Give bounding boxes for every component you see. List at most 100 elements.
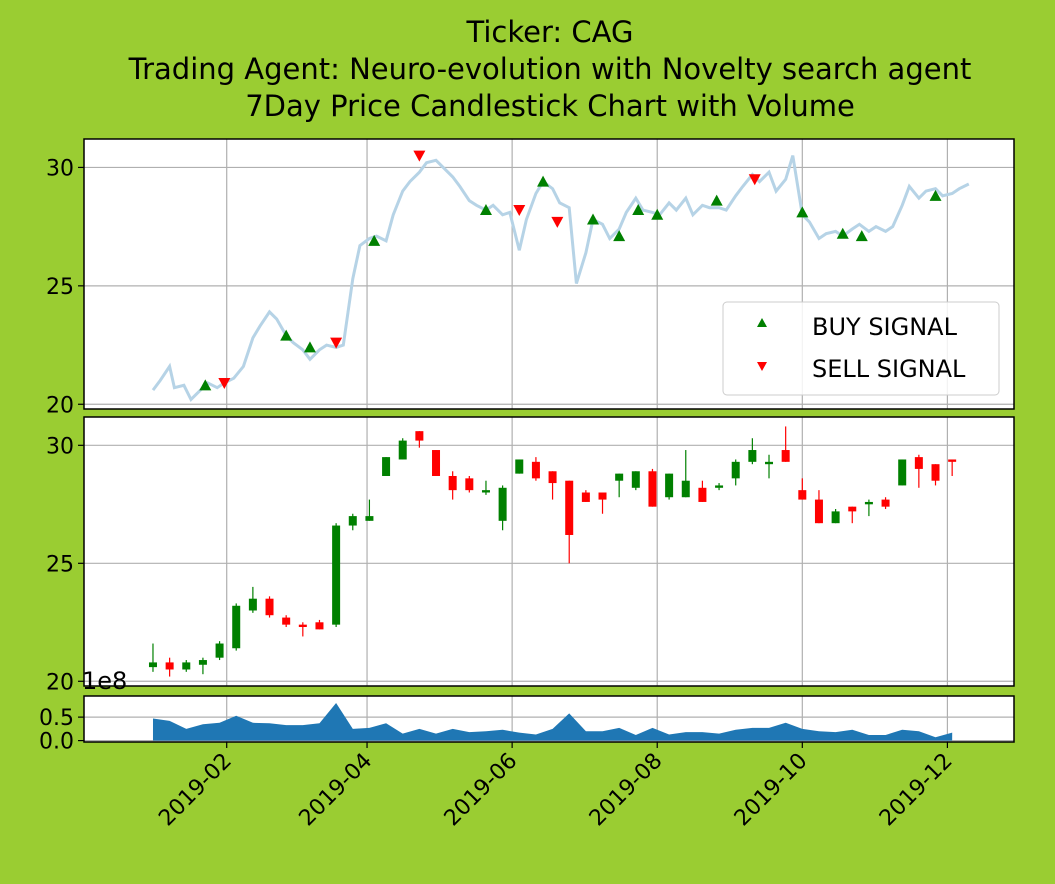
candle-body xyxy=(631,471,640,488)
candle-body xyxy=(831,511,840,524)
candle-body xyxy=(498,487,507,521)
x-tick-label: 2019-10 xyxy=(730,749,813,832)
buy-signal-marker xyxy=(651,208,664,220)
y-tick-label: 0.0 xyxy=(39,730,74,755)
buy-signal-marker xyxy=(479,204,492,216)
candle-body xyxy=(765,461,774,465)
legend-sell-marker xyxy=(757,362,767,371)
chart-title: Ticker: CAG Trading Agent: Neuro-evoluti… xyxy=(0,14,1055,125)
volume-scale-label: 1e8 xyxy=(82,667,127,695)
buy-signal-marker xyxy=(855,230,868,242)
candle-body xyxy=(398,440,407,460)
candle-body xyxy=(598,492,607,500)
candle-body xyxy=(698,487,707,502)
candle-body xyxy=(315,622,324,630)
title-line-ticker: Ticker: CAG xyxy=(466,15,634,49)
y-tick-label: 30 xyxy=(46,156,74,181)
sell-signal-marker xyxy=(413,150,426,162)
sell-signal-marker xyxy=(218,377,231,389)
candle-body xyxy=(182,662,191,670)
candle-body xyxy=(365,516,374,521)
y-tick-label: 0.5 xyxy=(39,706,74,731)
axes-frame xyxy=(83,416,1015,687)
candle-body xyxy=(881,499,890,507)
candle-body xyxy=(248,598,257,611)
candle-body xyxy=(715,485,724,488)
candle-body xyxy=(232,605,241,649)
candle-body xyxy=(282,617,291,625)
buy-signal-marker xyxy=(796,206,809,218)
x-tick-label: 2019-06 xyxy=(440,749,523,832)
buy-signal-marker xyxy=(587,213,600,225)
candlestick-panel: 20 25 30 xyxy=(46,416,1015,695)
candle-body xyxy=(548,471,557,484)
candle-body xyxy=(948,459,957,462)
legend-buy-label: BUY SIGNAL xyxy=(812,313,958,341)
buy-signal-marker xyxy=(368,234,381,246)
candle-body xyxy=(198,660,207,665)
buy-signal-marker xyxy=(537,175,550,187)
candle-body xyxy=(465,478,474,491)
axes-frame xyxy=(83,695,1015,743)
candle-body xyxy=(215,643,224,658)
candle-body xyxy=(481,490,490,493)
candle-body xyxy=(665,473,674,498)
volume-panel: 0.00.5 xyxy=(39,695,1015,755)
legend: BUY SIGNAL SELL SIGNAL xyxy=(722,301,1000,396)
candle-body xyxy=(148,662,157,668)
sell-signal-marker xyxy=(551,216,564,228)
candle-body xyxy=(382,457,391,476)
title-line-chart: 7Day Price Candlestick Chart with Volume xyxy=(245,89,855,123)
x-tick-label: 2019-02 xyxy=(154,749,237,832)
candle-body xyxy=(781,450,790,462)
candle-body xyxy=(332,525,341,625)
candle-body xyxy=(298,624,307,628)
candle-body xyxy=(898,459,907,486)
candle-body xyxy=(348,516,357,526)
title-line-agent: Trading Agent: Neuro-evolution with Nove… xyxy=(128,52,972,86)
candle-body xyxy=(864,501,873,505)
buy-signal-marker xyxy=(303,341,316,353)
volume-area xyxy=(152,703,953,741)
buy-signal-marker xyxy=(632,204,645,216)
sell-signal-marker xyxy=(513,205,526,217)
candle-body xyxy=(531,461,540,479)
candle-body xyxy=(615,473,624,481)
legend-buy-marker xyxy=(757,318,767,327)
y-tick-label: 25 xyxy=(46,275,74,300)
candle-body xyxy=(681,480,690,498)
y-tick-label: 20 xyxy=(46,670,74,695)
x-tick-label: 2019-08 xyxy=(585,749,668,832)
x-tick-label: 2019-04 xyxy=(295,749,378,832)
y-tick-label: 25 xyxy=(46,552,74,577)
buy-signal-marker xyxy=(199,379,212,391)
candle-body xyxy=(448,475,457,491)
axes-frame xyxy=(83,138,1015,410)
candle-body xyxy=(565,480,574,535)
candle-body xyxy=(798,490,807,500)
legend-sell-label: SELL SIGNAL xyxy=(812,355,966,383)
x-tick-label: 2019-12 xyxy=(875,749,958,832)
candle-body xyxy=(581,492,590,502)
candle-body xyxy=(265,598,274,616)
buy-signal-marker xyxy=(836,227,849,239)
candle-body xyxy=(415,431,424,441)
candle-body xyxy=(432,450,441,476)
sell-signal-marker xyxy=(330,337,343,349)
candle-body xyxy=(731,461,740,479)
buy-signal-marker xyxy=(710,194,723,206)
x-axis: 2019-02 2019-04 2019-06 2019-08 2019-10 2019-… xyxy=(154,742,958,832)
sell-signal-marker xyxy=(748,174,761,186)
y-tick-label: 30 xyxy=(46,434,74,459)
candle-body xyxy=(814,499,823,524)
buy-signal-marker xyxy=(280,329,293,341)
buy-signal-marker xyxy=(929,189,942,201)
candle-body xyxy=(748,450,757,462)
candle-body xyxy=(914,457,923,469)
candle-body xyxy=(848,506,857,512)
y-tick-label: 20 xyxy=(46,393,74,418)
candle-body xyxy=(648,471,657,507)
candle-body xyxy=(165,662,174,670)
candle-body xyxy=(931,464,940,481)
